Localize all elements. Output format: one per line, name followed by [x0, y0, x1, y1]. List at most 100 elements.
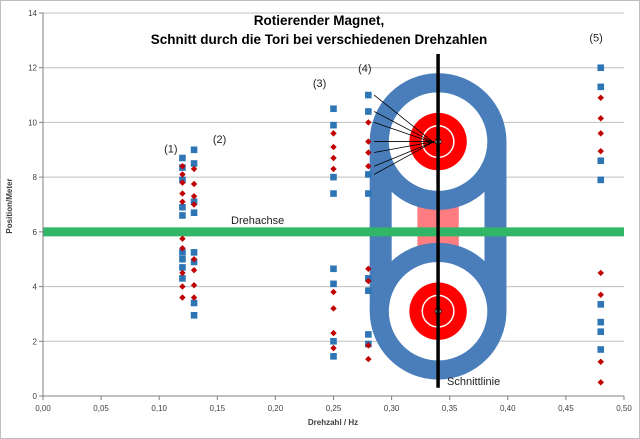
x-tick-label: 0,50 [616, 404, 632, 413]
square-point [330, 173, 337, 181]
square-point [597, 83, 605, 91]
diamond-point [330, 344, 337, 352]
leader-line [373, 141, 435, 175]
square-point [179, 275, 186, 282]
column-label: (4) [358, 63, 371, 75]
x-tick-label: 0,10 [151, 404, 167, 413]
square-point [179, 249, 186, 256]
column-label: (2) [213, 134, 226, 146]
diamond-point [365, 149, 372, 156]
square-point [597, 328, 605, 336]
diamond-point [179, 269, 186, 277]
diamond-point [179, 179, 186, 186]
leader-line [373, 111, 435, 144]
square-point [179, 264, 186, 271]
square-point [330, 105, 337, 113]
x-tick-label: 0,35 [442, 404, 458, 413]
column-label: (5) [589, 33, 602, 45]
square-point [330, 353, 337, 360]
leader-line [374, 122, 435, 144]
square-point [330, 265, 337, 273]
square-point [365, 331, 372, 338]
square-point [190, 146, 198, 154]
square-point [190, 160, 198, 167]
rotation-axis [43, 54, 624, 388]
diamond-point [330, 288, 337, 296]
diamond-point [330, 143, 337, 151]
square-point [365, 190, 372, 197]
square-point [330, 280, 337, 288]
x-tick-label: 0,05 [93, 404, 109, 413]
diamond-point [330, 154, 337, 162]
rotation-axis-line [43, 227, 624, 237]
diamond-point [365, 119, 372, 126]
leader-line [373, 94, 435, 144]
diamond-point [597, 147, 604, 155]
diamond-point [365, 277, 372, 285]
x-tick-label: 0,45 [558, 404, 574, 413]
diamond-point [597, 358, 604, 366]
diamond-point [190, 180, 198, 188]
square-point [179, 203, 186, 211]
square-point [597, 346, 605, 353]
x-tick-label: 0,25 [326, 404, 342, 413]
x-tick-label: 0,00 [35, 404, 51, 413]
diamond-point [190, 256, 198, 263]
square-point [179, 212, 186, 219]
square-point [190, 311, 198, 319]
square-point [330, 337, 337, 345]
diamond-point [190, 294, 198, 301]
y-tick-label: 12 [28, 64, 37, 73]
diamond-point [190, 282, 198, 289]
y-tick-label: 4 [33, 283, 38, 292]
x-axis-title: Drehzahl / Hz [308, 418, 358, 427]
diamond-point [190, 165, 198, 173]
diamond-point [597, 115, 604, 122]
rotation-axis-label: Drehachse [231, 215, 284, 227]
square-point [330, 190, 337, 197]
diamond-point [330, 165, 337, 173]
x-tick-label: 0,20 [268, 404, 284, 413]
diamond-point [365, 265, 372, 272]
square-point [365, 171, 372, 178]
square-point [597, 64, 605, 72]
y-tick-label: 2 [33, 337, 38, 346]
diamond-point [179, 190, 186, 197]
labels: Rotierender Magnet, Schnitt durch die To… [5, 13, 603, 427]
square-point [365, 91, 372, 99]
leader-line [374, 141, 435, 153]
square-point [330, 121, 337, 129]
diamond-point [190, 266, 198, 274]
axes: 0 2 4 6 8 10 12 14 0,00 0,05 0,10 0,15 0,20 0,25 0,30 0… [28, 9, 632, 413]
y-tick-label: 0 [33, 392, 38, 401]
diamond-point [597, 291, 604, 298]
y-tick-label: 10 [28, 118, 37, 127]
y-axis-title: Position/Meter [5, 178, 14, 233]
square-point [597, 318, 605, 326]
diamond-point [365, 163, 372, 170]
y-tick-label: 6 [33, 228, 38, 237]
square-point [365, 108, 372, 115]
y-tick-label: 8 [33, 173, 38, 182]
diamond-point [179, 294, 186, 301]
diamond-point [365, 355, 372, 363]
chart-title-line-2: Schnitt durch die Tori bei verschiedenen… [151, 32, 488, 47]
diamond-point [179, 171, 186, 178]
x-tick-label: 0,15 [210, 404, 226, 413]
diamond-point [190, 193, 198, 200]
y-tick-label: 14 [28, 9, 37, 18]
diamond-point [365, 138, 372, 145]
square-point [190, 209, 198, 217]
diamond-point [365, 342, 372, 349]
leader-line [374, 141, 435, 167]
chart-title-line-1: Rotierender Magnet, [254, 13, 385, 28]
diamond-point [597, 94, 604, 102]
x-tick-label: 0,30 [384, 404, 400, 413]
diamond-point [190, 201, 198, 208]
data-points [179, 64, 605, 386]
diamond-point [179, 245, 186, 252]
diamond-point [179, 235, 186, 242]
square-point [597, 157, 605, 165]
square-point [597, 301, 605, 308]
cut-line-label: Schnittlinie [447, 376, 500, 388]
